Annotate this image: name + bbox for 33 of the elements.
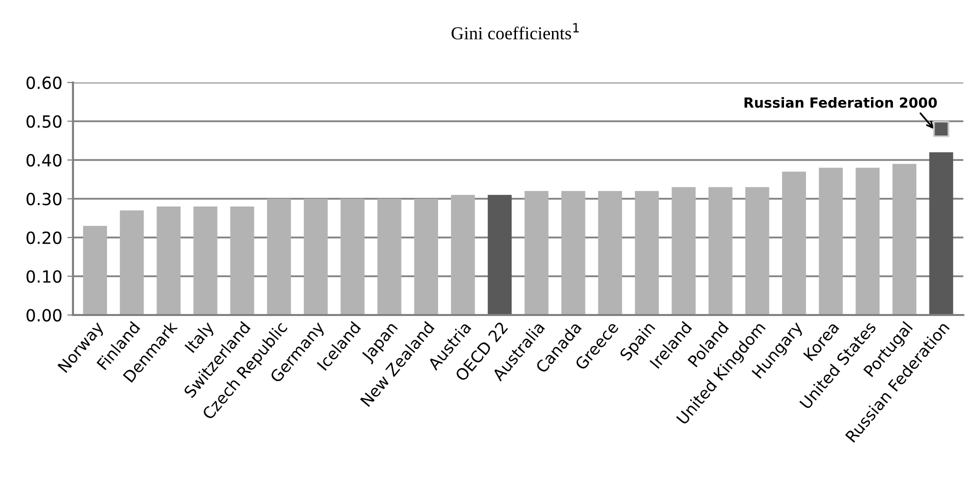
y-tick-label: 0.00 [26, 308, 62, 322]
annotation: Russian Federation 2000 [744, 97, 937, 108]
bar [634, 191, 659, 315]
bar [83, 226, 108, 315]
bar [708, 187, 732, 315]
bar [450, 194, 475, 315]
bar [929, 152, 954, 315]
bar [340, 198, 365, 315]
y-tick-label: 0.30 [26, 192, 62, 206]
bar [745, 187, 770, 315]
bar [193, 206, 218, 315]
bar [818, 168, 843, 315]
bar [892, 164, 916, 315]
bar [377, 198, 402, 315]
y-tick-label: 0.20 [26, 231, 62, 244]
chart-title: Gini coefficients$^{1}$ [452, 23, 579, 40]
bar [267, 198, 291, 315]
bar [782, 172, 806, 315]
bar [488, 194, 512, 315]
bar [524, 191, 548, 315]
bar [230, 206, 254, 315]
bar [304, 198, 328, 315]
bar [598, 191, 622, 315]
bar [856, 168, 880, 315]
y-tick-label: 0.60 [26, 76, 62, 90]
bar [156, 206, 181, 315]
y-tick-label: 0.40 [26, 154, 62, 167]
y-tick-label: 0.50 [26, 115, 62, 128]
bar [672, 187, 696, 315]
bar [120, 210, 144, 315]
y-tick-label: 0.10 [26, 270, 62, 283]
bar [414, 198, 438, 315]
bar [561, 191, 586, 315]
